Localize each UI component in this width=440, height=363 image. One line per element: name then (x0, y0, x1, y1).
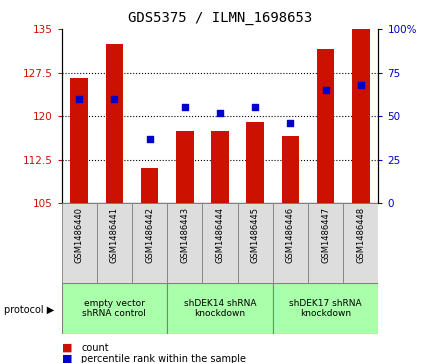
Text: GSM1486442: GSM1486442 (145, 207, 154, 263)
Text: GSM1486444: GSM1486444 (216, 207, 224, 263)
Text: percentile rank within the sample: percentile rank within the sample (81, 354, 246, 363)
Bar (273, 203, 308, 283)
Bar (106, 44, 123, 203)
Bar (97, 203, 132, 283)
Bar (273, 283, 378, 334)
Point (146, 136, 153, 142)
Text: ■: ■ (62, 343, 72, 353)
Text: shDEK17 shRNA
knockdown: shDEK17 shRNA knockdown (289, 299, 362, 318)
Bar (282, 136, 299, 203)
Point (252, 105, 259, 110)
Text: GSM1486447: GSM1486447 (321, 207, 330, 264)
Text: protocol ▶: protocol ▶ (4, 305, 55, 315)
Bar (211, 131, 229, 203)
Bar (167, 283, 273, 334)
Text: GDS5375 / ILMN_1698653: GDS5375 / ILMN_1698653 (128, 11, 312, 25)
Text: GSM1486445: GSM1486445 (251, 207, 260, 263)
Point (216, 110, 224, 115)
Text: GSM1486448: GSM1486448 (356, 207, 365, 264)
Bar (62, 283, 167, 334)
Bar (141, 168, 158, 203)
Text: count: count (81, 343, 109, 353)
Text: shDEK14 shRNA
knockdown: shDEK14 shRNA knockdown (184, 299, 256, 318)
Bar (317, 49, 334, 203)
Point (357, 82, 364, 88)
Bar (343, 203, 378, 283)
Text: GSM1486441: GSM1486441 (110, 207, 119, 263)
Text: ■: ■ (62, 354, 72, 363)
Text: GSM1486440: GSM1486440 (75, 207, 84, 263)
Point (181, 105, 188, 110)
Text: GSM1486443: GSM1486443 (180, 207, 189, 264)
Bar (246, 122, 264, 203)
Point (287, 120, 294, 126)
Point (76, 96, 83, 102)
Text: GSM1486446: GSM1486446 (286, 207, 295, 264)
Point (111, 96, 118, 102)
Bar (238, 203, 273, 283)
Bar (308, 203, 343, 283)
Text: empty vector
shRNA control: empty vector shRNA control (82, 299, 147, 318)
Bar (202, 203, 238, 283)
Bar (132, 203, 167, 283)
Bar (70, 78, 88, 203)
Bar (167, 203, 202, 283)
Bar (62, 203, 97, 283)
Point (322, 87, 329, 93)
Bar (352, 29, 370, 203)
Bar (176, 131, 194, 203)
